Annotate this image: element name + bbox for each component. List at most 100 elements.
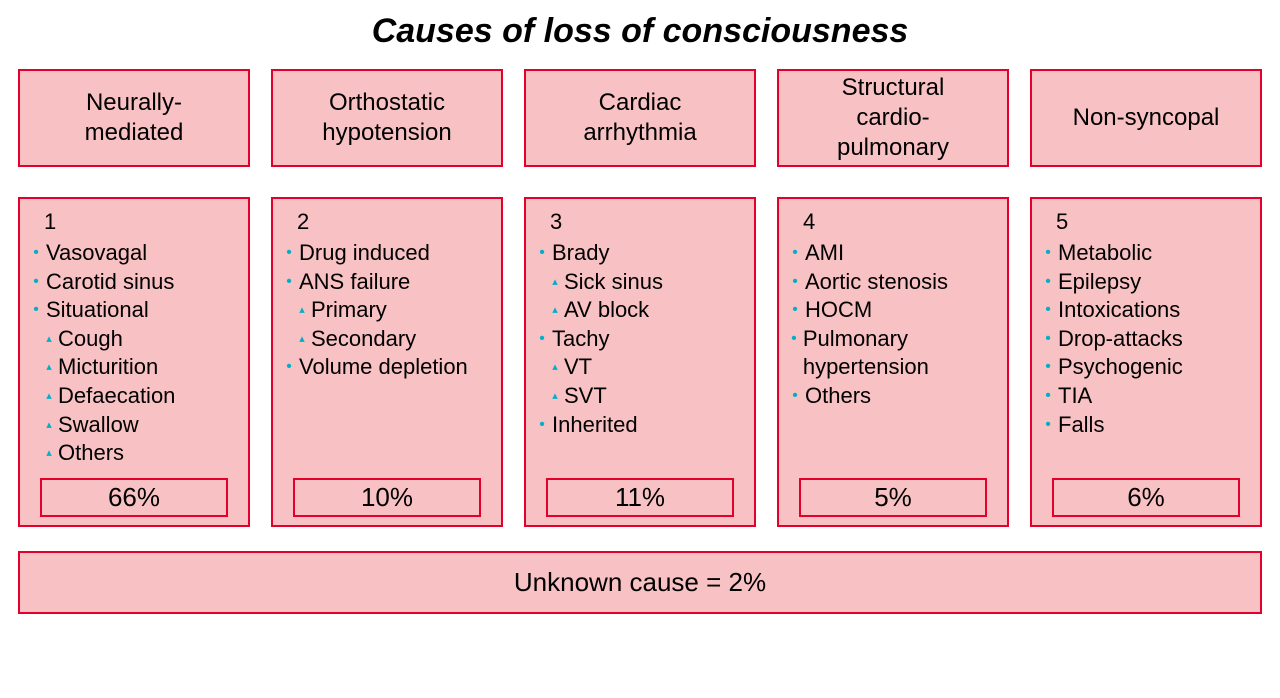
list-item: •Situational: [30, 296, 238, 325]
list-item: ▴SVT: [536, 382, 744, 411]
detail-box-3: 3 •Brady▴Sick sinus▴AV block•Tachy▴VT▴SV…: [524, 197, 756, 527]
column-number: 2: [297, 209, 491, 235]
bullet-icon: •: [30, 268, 42, 296]
item-text: Vasovagal: [46, 239, 147, 268]
triangle-icon: ▴: [44, 382, 54, 410]
header-row: Neurally-mediated Orthostatichypotension…: [0, 69, 1280, 167]
item-text: Sick sinus: [564, 268, 663, 297]
list-item: •Aortic stenosis: [789, 268, 997, 297]
pct-box-2: 10%: [293, 478, 481, 517]
item-text: Drug induced: [299, 239, 430, 268]
list-item: •Drop-attacks: [1042, 325, 1250, 354]
list-item: ▴Defaecation: [30, 382, 238, 411]
bullet-icon: •: [1042, 411, 1054, 439]
list-item: •Falls: [1042, 411, 1250, 440]
item-text: Brady: [552, 239, 609, 268]
bullet-icon: •: [283, 239, 295, 267]
footer-box: Unknown cause = 2%: [18, 551, 1262, 614]
bullet-icon: •: [1042, 268, 1054, 296]
item-text: Carotid sinus: [46, 268, 174, 297]
list-item: ▴Others: [30, 439, 238, 468]
detail-box-5: 5 •Metabolic•Epilepsy•Intoxications•Drop…: [1030, 197, 1262, 527]
bullet-icon: •: [1042, 353, 1054, 381]
list-item: •TIA: [1042, 382, 1250, 411]
item-text: Psychogenic: [1058, 353, 1183, 382]
pct-box-4: 5%: [799, 478, 987, 517]
bullet-icon: •: [789, 239, 801, 267]
item-text: Intoxications: [1058, 296, 1180, 325]
bullet-icon: •: [789, 268, 801, 296]
triangle-icon: ▴: [44, 325, 54, 353]
header-box-3: Cardiacarrhythmia: [524, 69, 756, 167]
bullet-icon: •: [1042, 296, 1054, 324]
triangle-icon: ▴: [550, 353, 560, 381]
detail-box-4: 4 •AMI•Aortic stenosis•HOCM•Pulmonary hy…: [777, 197, 1009, 527]
header-box-1: Neurally-mediated: [18, 69, 250, 167]
list-item: •Drug induced: [283, 239, 491, 268]
item-list-2: •Drug induced•ANS failure▴Primary▴Second…: [283, 239, 491, 382]
bullet-icon: •: [283, 268, 295, 296]
item-text: AMI: [805, 239, 844, 268]
list-item: •Psychogenic: [1042, 353, 1250, 382]
item-text: Swallow: [58, 411, 139, 440]
item-text: Pulmonary hypertension: [803, 325, 997, 382]
list-item: ▴Micturition: [30, 353, 238, 382]
item-text: Defaecation: [58, 382, 175, 411]
detail-box-1: 1 •Vasovagal•Carotid sinus•Situational▴C…: [18, 197, 250, 527]
bullet-icon: •: [536, 325, 548, 353]
triangle-icon: ▴: [297, 296, 307, 324]
column-number: 4: [803, 209, 997, 235]
list-item: ▴Sick sinus: [536, 268, 744, 297]
bullet-icon: •: [789, 382, 801, 410]
item-text: TIA: [1058, 382, 1092, 411]
bullet-icon: •: [789, 296, 801, 324]
item-text: Aortic stenosis: [805, 268, 948, 297]
triangle-icon: ▴: [550, 382, 560, 410]
list-item: ▴Primary: [283, 296, 491, 325]
list-item: •Epilepsy: [1042, 268, 1250, 297]
list-item: ▴AV block: [536, 296, 744, 325]
column-number: 1: [44, 209, 238, 235]
bullet-icon: •: [1042, 382, 1054, 410]
diagram-title: Causes of loss of consciousness: [0, 12, 1280, 51]
item-text: Others: [58, 439, 124, 468]
item-text: Others: [805, 382, 871, 411]
item-text: ANS failure: [299, 268, 410, 297]
triangle-icon: ▴: [297, 325, 307, 353]
item-text: Volume depletion: [299, 353, 468, 382]
list-item: •Vasovagal: [30, 239, 238, 268]
bullet-icon: •: [30, 296, 42, 324]
pct-box-5: 6%: [1052, 478, 1240, 517]
item-text: Cough: [58, 325, 123, 354]
item-text: Inherited: [552, 411, 638, 440]
detail-box-2: 2 •Drug induced•ANS failure▴Primary▴Seco…: [271, 197, 503, 527]
list-item: •Intoxications: [1042, 296, 1250, 325]
list-item: •Volume depletion: [283, 353, 491, 382]
pct-box-1: 66%: [40, 478, 228, 517]
list-item: •Brady: [536, 239, 744, 268]
triangle-icon: ▴: [44, 353, 54, 381]
bullet-icon: •: [283, 353, 295, 381]
item-list-3: •Brady▴Sick sinus▴AV block•Tachy▴VT▴SVT•…: [536, 239, 744, 439]
header-box-5: Non-syncopal: [1030, 69, 1262, 167]
list-item: •Carotid sinus: [30, 268, 238, 297]
triangle-icon: ▴: [550, 296, 560, 324]
header-box-2: Orthostatichypotension: [271, 69, 503, 167]
bullet-icon: •: [789, 325, 799, 353]
item-text: Tachy: [552, 325, 609, 354]
bullet-icon: •: [536, 239, 548, 267]
list-item: •HOCM: [789, 296, 997, 325]
item-list-5: •Metabolic•Epilepsy•Intoxications•Drop-a…: [1042, 239, 1250, 439]
list-item: ▴Secondary: [283, 325, 491, 354]
item-text: Metabolic: [1058, 239, 1152, 268]
bullet-icon: •: [1042, 239, 1054, 267]
column-number: 3: [550, 209, 744, 235]
list-item: •Inherited: [536, 411, 744, 440]
pct-box-3: 11%: [546, 478, 734, 517]
item-text: Secondary: [311, 325, 416, 354]
triangle-icon: ▴: [44, 439, 54, 467]
list-item: •Tachy: [536, 325, 744, 354]
item-text: Primary: [311, 296, 387, 325]
item-text: Falls: [1058, 411, 1104, 440]
item-text: Epilepsy: [1058, 268, 1141, 297]
